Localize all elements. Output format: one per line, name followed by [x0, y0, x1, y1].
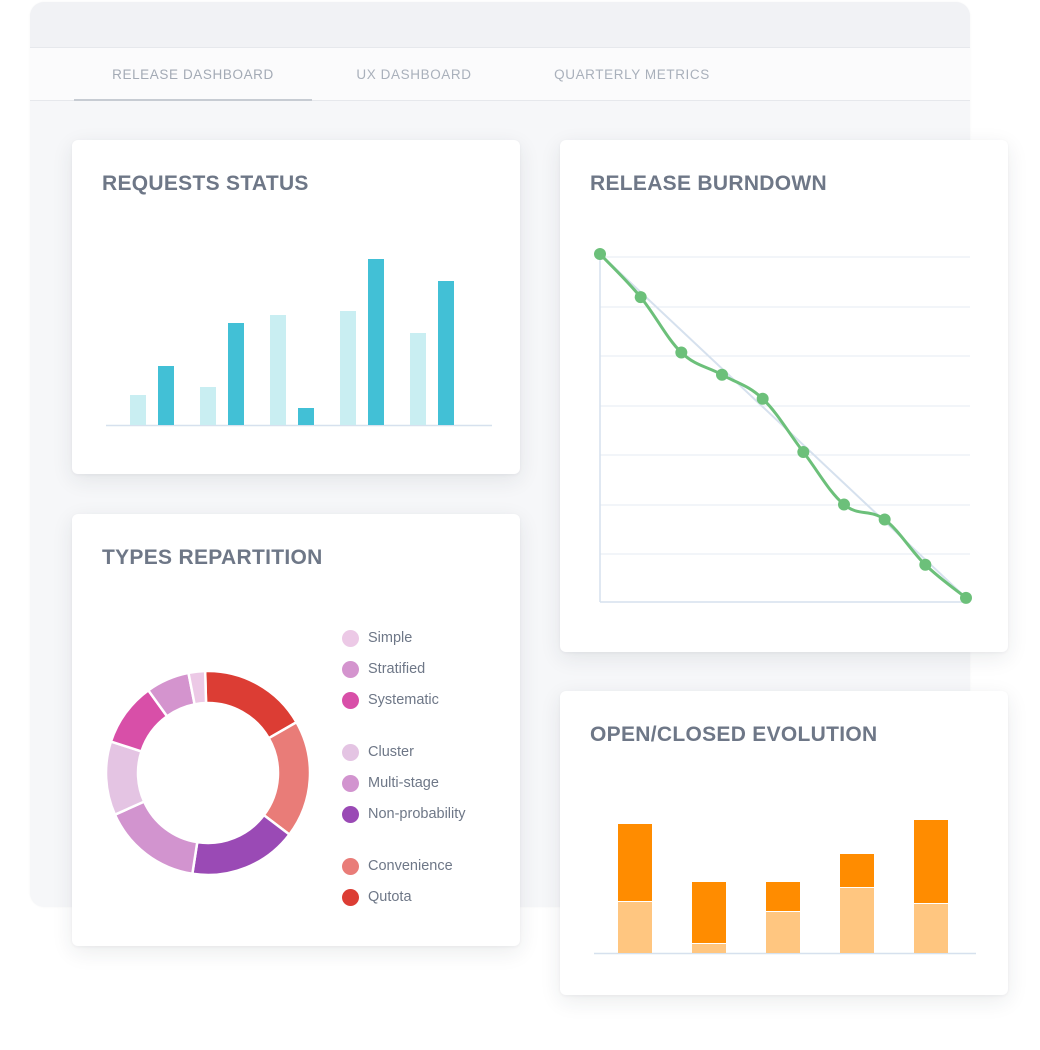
legend-item: Systematic [342, 690, 439, 710]
types-repartition-title: TYPES REPARTITION [102, 546, 323, 569]
legend-swatch [342, 691, 359, 709]
types-repartition-card: TYPES REPARTITION Simple Stratified System… [72, 514, 520, 946]
legend-label: Cluster [368, 744, 414, 760]
legend-label: Non-probability [368, 806, 466, 822]
tab-quarterly-metrics[interactable]: QUARTERLY METRICS [554, 67, 710, 82]
evolution-bar-closed [692, 943, 726, 953]
tab-ux-dashboard[interactable]: UX DASHBOARD [356, 67, 472, 82]
donut-slice [262, 721, 312, 836]
evolution-bar-open [914, 820, 948, 903]
burndown-point [838, 498, 850, 511]
requests-bar [410, 333, 426, 425]
release-burndown-chart [594, 248, 972, 604]
legend-item: Simple [342, 628, 412, 648]
evolution-bar-open [692, 882, 726, 943]
legend-item: Multi-stage [342, 773, 439, 793]
evolution-bar-open [618, 824, 652, 901]
requests-bar [298, 408, 314, 425]
requests-bar [200, 387, 216, 425]
open-closed-evolution-card: OPEN/CLOSED EVOLUTION [560, 691, 1008, 995]
requests-bar [368, 259, 384, 425]
evolution-bar-closed [618, 901, 652, 953]
legend-swatch [342, 660, 359, 678]
donut-slice [113, 800, 199, 876]
evolution-bar-open [840, 854, 874, 887]
requests-status-title: REQUESTS STATUS [102, 172, 309, 195]
burndown-point [919, 558, 932, 571]
types-repartition-donut [104, 669, 312, 877]
evolution-bar-open [766, 882, 800, 911]
requests-bar [130, 395, 146, 425]
burndown-point [878, 513, 891, 526]
requests-bar [438, 281, 454, 425]
burndown-line [598, 252, 967, 599]
requests-status-chart [106, 259, 492, 427]
legend-swatch [342, 743, 359, 761]
donut-slice [187, 669, 208, 706]
types-legend: Simple Stratified Systematic Cluster Multi-s… [342, 628, 522, 918]
legend-swatch [342, 805, 359, 823]
release-burndown-card: RELEASE BURNDOWN [560, 140, 1008, 652]
evolution-bar-closed [766, 911, 800, 953]
burndown-point [716, 368, 728, 381]
legend-item: Cluster [342, 742, 414, 762]
legend-item: Qutota [342, 887, 412, 907]
legend-label: Stratified [368, 661, 426, 677]
legend-label: Systematic [368, 692, 439, 708]
donut-slice [203, 669, 298, 740]
legend-label: Multi-stage [368, 775, 439, 791]
legend-item: Non-probability [342, 804, 466, 824]
burndown-point [756, 392, 769, 405]
donut-slice [191, 813, 291, 877]
evolution-bar-closed [840, 887, 874, 953]
requests-status-card: REQUESTS STATUS [72, 140, 520, 474]
burndown-point [675, 346, 688, 359]
evolution-bar-closed [914, 903, 948, 953]
requests-bar [340, 311, 356, 425]
legend-item: Stratified [342, 659, 425, 679]
burndown-point [960, 591, 972, 604]
legend-swatch [342, 888, 359, 906]
legend-item: Convenience [342, 856, 453, 876]
requests-bar [158, 366, 174, 425]
open-closed-evolution-chart [594, 820, 976, 955]
legend-label: Qutota [368, 889, 412, 905]
legend-label: Simple [368, 630, 413, 646]
window-header [30, 2, 970, 48]
tab-bar: RELEASE DASHBOARD UX DASHBOARD QUARTERLY… [30, 48, 970, 101]
burndown-point [797, 446, 810, 459]
legend-swatch [342, 774, 359, 792]
burndown-point [634, 291, 647, 304]
burndown-point [594, 248, 606, 260]
legend-swatch [342, 857, 359, 875]
donut-slice [104, 740, 146, 816]
requests-bar [228, 323, 244, 425]
legend-swatch [342, 629, 359, 647]
tab-release-dashboard[interactable]: RELEASE DASHBOARD [74, 48, 312, 101]
legend-label: Convenience [368, 858, 453, 874]
open-closed-evolution-title: OPEN/CLOSED EVOLUTION [590, 723, 878, 746]
requests-bar [270, 315, 286, 425]
release-burndown-title: RELEASE BURNDOWN [590, 172, 827, 195]
